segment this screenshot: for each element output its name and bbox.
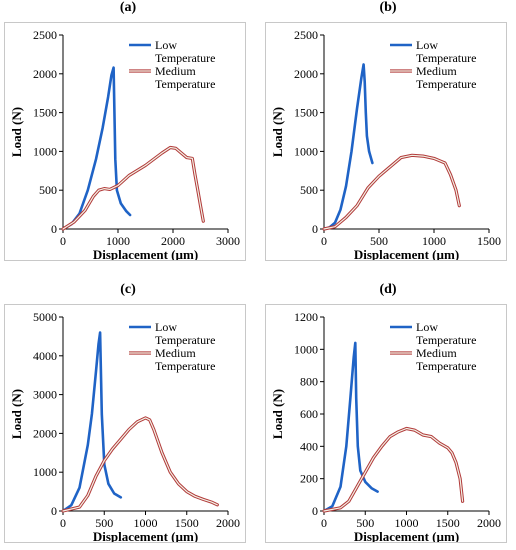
y-axis-label: Load (N) (270, 389, 285, 439)
x-axis-label: Displacement (µm) (354, 247, 459, 260)
legend-label-low-temperature: Low (155, 320, 177, 334)
panel-label-c: (c) (120, 282, 136, 297)
x-tick-label: 2000 (216, 516, 240, 530)
chart-panel-c: 0 1000 2000 3000 4000 5000 0 500 1000 1500 2000 Dis… (4, 304, 246, 543)
y-axis-label: Load (N) (9, 107, 24, 157)
x-tick-label: 1000 (106, 234, 130, 248)
x-tick-label: 1000 (395, 516, 419, 530)
y-tick-label: 1000 (33, 144, 57, 158)
y-tick-label: 1000 (294, 144, 318, 158)
series-line-medium-temperature-inner (62, 417, 218, 512)
y-tick-label: 400 (300, 439, 318, 453)
x-tick-label: 1500 (175, 516, 199, 530)
x-tick-label: 1500 (477, 234, 501, 248)
y-tick-label: 2000 (294, 67, 318, 81)
panel-label-b: (b) (379, 0, 397, 15)
x-tick-label: 0 (60, 516, 66, 530)
legend-label-low-temperature-line2: Temperature (155, 333, 215, 347)
y-tick-label: 1500 (294, 106, 318, 120)
x-tick-label: 0 (321, 234, 327, 248)
x-tick-label: 1500 (436, 516, 460, 530)
chart-panel-a: 0 500 1000 1500 2000 2500 0 1000 2000 3000 Displac… (4, 22, 246, 261)
y-axis-label: Load (N) (9, 389, 24, 439)
x-axis-label: Displacement (µm) (93, 247, 198, 260)
panel-label-d: (d) (379, 282, 397, 297)
x-tick-label: 1000 (422, 234, 446, 248)
x-tick-label: 500 (95, 516, 113, 530)
x-tick-label: 3000 (216, 234, 240, 248)
series-line-low-temperature (61, 331, 123, 513)
x-axis-label: Displacement (µm) (354, 529, 459, 542)
x-tick-label: 0 (60, 234, 66, 248)
panel-label-a: (a) (119, 0, 137, 15)
y-tick-label: 1200 (294, 310, 318, 324)
y-tick-label: 3000 (33, 388, 57, 402)
legend-label-low-temperature: Low (155, 38, 177, 52)
y-tick-label: 4000 (33, 349, 57, 363)
y-tick-label: 2500 (294, 28, 318, 42)
chart-b: 0 500 1000 1500 2000 2500 0 500 1000 1500 Displace… (270, 28, 501, 260)
series-line-low-temperature (322, 341, 379, 513)
legend-label-medium-temperature: Medium (416, 64, 457, 78)
x-tick-label: 0 (321, 516, 327, 530)
legend-label-low-temperature-line2: Temperature (416, 333, 476, 347)
legend-label-low-temperature: Low (416, 38, 438, 52)
legend-label-medium-temperature: Medium (155, 346, 196, 360)
legend-label-medium-temperature-line2: Temperature (155, 359, 215, 373)
y-tick-label: 600 (300, 407, 318, 421)
y-axis-label: Load (N) (270, 107, 285, 157)
legend-label-low-temperature-line2: Temperature (416, 51, 476, 65)
series-line-medium-temperature-inner (323, 427, 464, 512)
legend-label-low-temperature-line2: Temperature (155, 51, 215, 65)
series-line-low-temperature (322, 63, 374, 231)
legend-label-medium-temperature-line2: Temperature (416, 359, 476, 373)
x-tick-label: 500 (356, 516, 374, 530)
y-tick-label: 500 (39, 183, 57, 197)
chart-a: 0 500 1000 1500 2000 2500 0 1000 2000 3000 Displac… (9, 28, 240, 260)
y-tick-label: 1000 (294, 342, 318, 356)
x-tick-label: 500 (370, 234, 388, 248)
legend-label-medium-temperature: Medium (416, 346, 457, 360)
series-line-medium-temperature (61, 145, 205, 231)
legend-label-low-temperature: Low (416, 320, 438, 334)
legend-label-medium-temperature-line2: Temperature (155, 77, 215, 91)
legend-label-medium-temperature-line2: Temperature (416, 77, 476, 91)
y-tick-label: 1500 (33, 106, 57, 120)
y-tick-label: 2000 (33, 67, 57, 81)
y-tick-label: 2500 (33, 28, 57, 42)
y-tick-label: 5000 (33, 310, 57, 324)
y-tick-label: 0 (312, 222, 318, 236)
y-tick-label: 0 (51, 222, 57, 236)
x-tick-label: 2000 (477, 516, 501, 530)
x-axis-label: Displacement (µm) (93, 529, 198, 542)
y-tick-label: 200 (300, 472, 318, 486)
legend-label-medium-temperature: Medium (155, 64, 196, 78)
chart-panel-d: 0 200 400 600 800 1000 1200 0 500 1000 1500 2000 Dis… (265, 304, 507, 543)
y-tick-label: 500 (300, 183, 318, 197)
x-tick-label: 2000 (161, 234, 185, 248)
series-line-medium-temperature (322, 426, 465, 513)
series-line-medium-temperature-inner (323, 154, 460, 230)
x-tick-label: 1000 (134, 516, 158, 530)
y-tick-label: 0 (51, 504, 57, 518)
chart-panel-b: 0 500 1000 1500 2000 2500 0 500 1000 1500 Displace… (265, 22, 507, 261)
y-tick-label: 2000 (33, 426, 57, 440)
y-tick-label: 0 (312, 504, 318, 518)
series-line-medium-temperature-inner (62, 146, 204, 230)
chart-c: 0 1000 2000 3000 4000 5000 0 500 1000 1500 2000 Dis… (9, 310, 240, 542)
chart-d: 0 200 400 600 800 1000 1200 0 500 1000 1500 2000 Dis… (270, 310, 501, 542)
y-tick-label: 1000 (33, 465, 57, 479)
y-tick-label: 800 (300, 375, 318, 389)
series-line-low-temperature (61, 66, 132, 231)
